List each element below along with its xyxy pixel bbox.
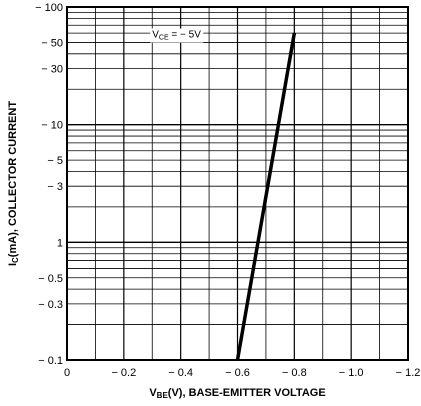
x-tick-label: − 0.8 (282, 367, 307, 379)
y-tick-label: − 50 (41, 37, 63, 49)
x-axis-title-rest: (V), BASE-EMITTER VOLTAGE (168, 387, 326, 399)
x-tick-label: − 1.0 (339, 367, 364, 379)
series-line (235, 32, 297, 361)
annotation-background (150, 28, 204, 43)
y-tick-label: 1 (57, 237, 63, 249)
x-tick-label: − 1.2 (396, 367, 421, 379)
x-tick-label: − 0.4 (168, 367, 193, 379)
y-axis-title: IC(mA), COLLECTOR CURRENT (7, 101, 20, 266)
tick-labels: 0 − 0.2 − 0.4 − 0.6 − 0.8 − 1.0 − 1.2 − 100 − 50… (35, 2, 420, 379)
x-axis-title-sub: BE (157, 391, 169, 400)
y-tick-label: − 100 (35, 2, 63, 14)
vce-annotation: VCE = − 5V (152, 30, 201, 42)
grid-layer (67, 7, 408, 360)
x-axis-title-main: V (149, 387, 157, 399)
y-tick-label: − 10 (41, 120, 63, 132)
annotation-main: V (152, 30, 159, 41)
y-tick-label: − 0.1 (38, 355, 63, 367)
y-tick-label: − 5 (47, 155, 63, 167)
plot-frame (66, 6, 409, 361)
annotation-sub: CE (159, 35, 169, 42)
annotation-rest: = − 5V (169, 30, 202, 41)
x-tick-label: − 0.6 (225, 367, 250, 379)
y-axis-title-rest: (mA), COLLECTOR CURRENT (7, 101, 19, 258)
y-axis-title-main: I (7, 263, 19, 266)
y-axis-title-sub: C (11, 257, 20, 263)
x-tick-label: − 0.2 (111, 367, 136, 379)
series-layer (235, 32, 297, 361)
y-tick-label: − 30 (41, 64, 63, 76)
x-tick-label: 0 (64, 367, 70, 379)
y-tick-label: − 0.5 (38, 273, 63, 285)
y-tick-label: − 0.3 (38, 299, 63, 311)
y-tick-label: − 3 (47, 181, 63, 193)
x-axis-title: VBE(V), BASE-EMITTER VOLTAGE (149, 387, 325, 400)
